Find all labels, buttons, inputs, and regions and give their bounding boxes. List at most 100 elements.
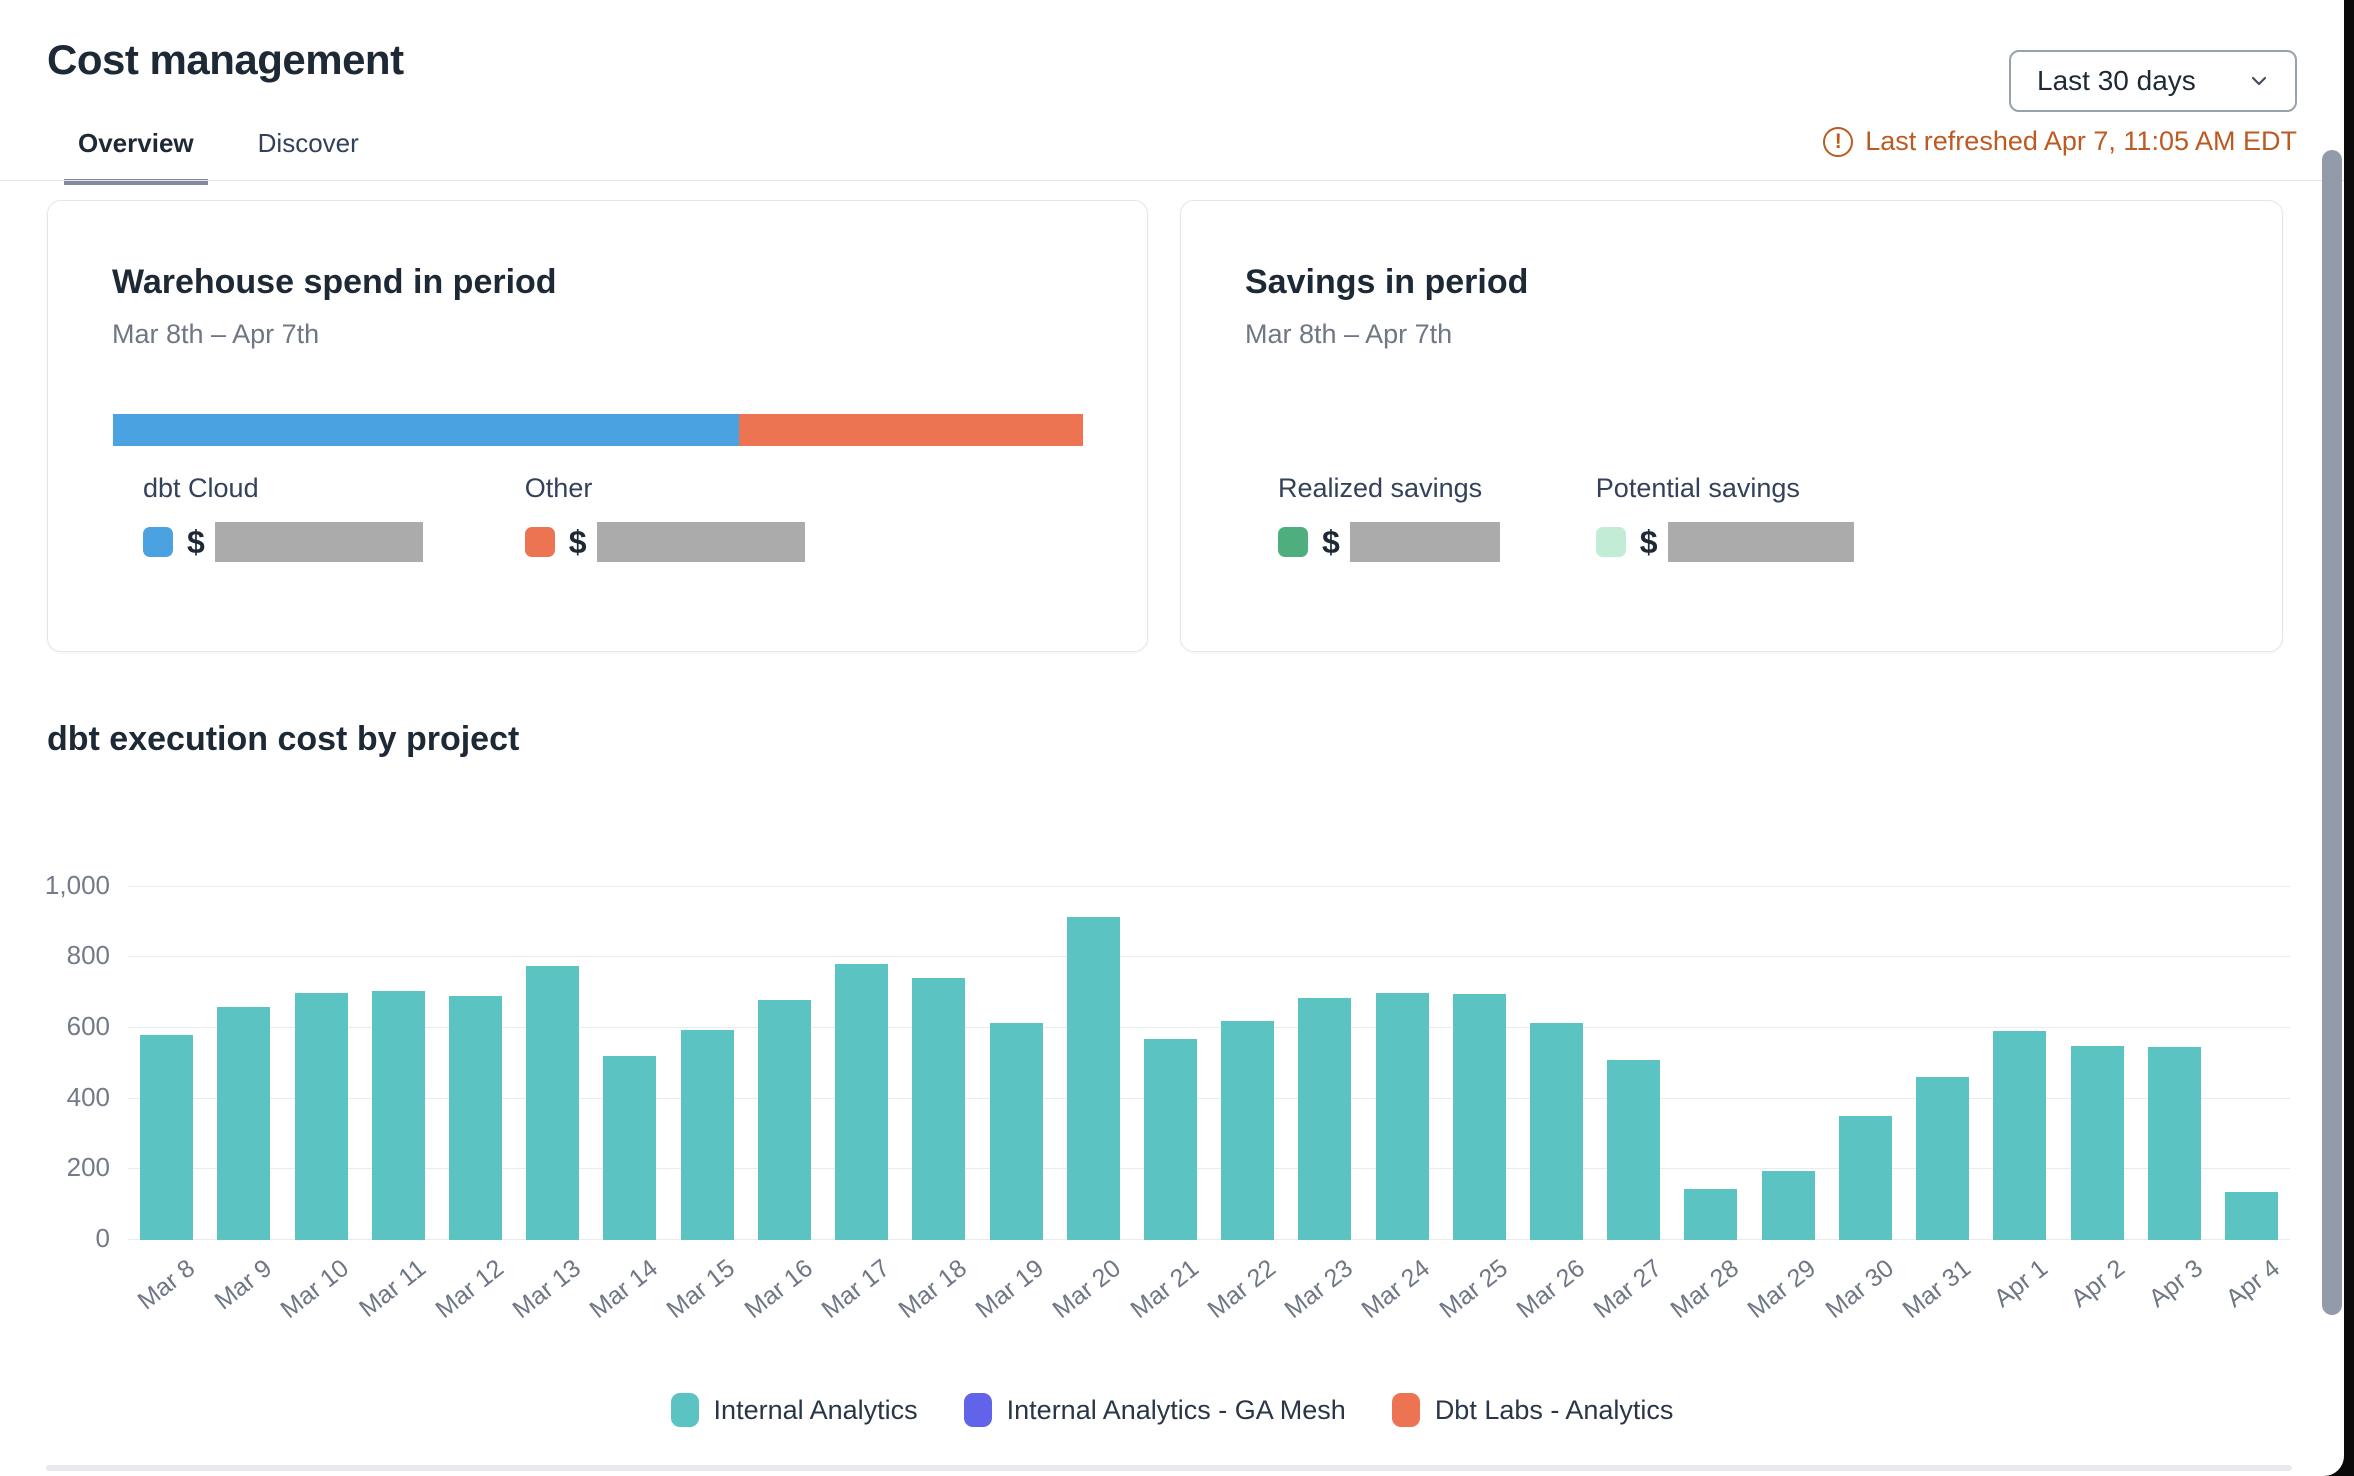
x-tick-label: Mar 30 xyxy=(1820,1254,1899,1324)
bar-slot xyxy=(1286,870,1363,1240)
bar-mar-9[interactable] xyxy=(217,1007,271,1240)
x-tick: Mar 28 xyxy=(1666,1246,1749,1376)
bar-apr-1[interactable] xyxy=(1993,1031,2047,1240)
bar-mar-15[interactable] xyxy=(680,1030,734,1240)
x-tick: Mar 24 xyxy=(1357,1246,1441,1376)
bar-mar-28[interactable] xyxy=(1684,1189,1738,1240)
x-tick: Mar 15 xyxy=(662,1246,746,1376)
bar-mar-11[interactable] xyxy=(371,991,425,1240)
redacted-value xyxy=(1349,522,1500,562)
x-tick: Apr 4 xyxy=(2213,1246,2290,1376)
bar-slot xyxy=(1981,870,2058,1240)
bar-mar-25[interactable] xyxy=(1452,994,1506,1240)
x-tick: Mar 18 xyxy=(893,1246,977,1376)
x-tick-label: Apr 3 xyxy=(2143,1254,2208,1313)
spend-bar-dbt-cloud-segment xyxy=(113,414,739,446)
bar-mar-30[interactable] xyxy=(1838,1116,1892,1240)
bar-apr-2[interactable] xyxy=(2070,1046,2124,1240)
x-tick: Mar 22 xyxy=(1202,1246,1286,1376)
warehouse-spend-period: Mar 8th – Apr 7th xyxy=(112,319,320,349)
bar-slot xyxy=(514,870,591,1240)
bar-apr-4[interactable] xyxy=(2225,1192,2279,1240)
gridline-0 xyxy=(128,1239,2290,1240)
bar-slot xyxy=(1441,870,1518,1240)
legend-item-internal-analytics-ga-mesh[interactable]: Internal Analytics - GA Mesh xyxy=(963,1393,1346,1427)
x-tick-label: Mar 21 xyxy=(1125,1254,1204,1324)
x-tick-label: Mar 25 xyxy=(1434,1254,1513,1324)
legend-swatch xyxy=(963,1393,992,1427)
bar-mar-29[interactable] xyxy=(1761,1171,1815,1240)
bar-mar-23[interactable] xyxy=(1298,998,1352,1240)
bar-mar-12[interactable] xyxy=(448,996,502,1240)
bar-slot xyxy=(2058,870,2135,1240)
x-tick-label: Mar 29 xyxy=(1742,1254,1822,1324)
date-range-select[interactable]: Last 30 days xyxy=(2009,50,2297,112)
x-tick-label: Mar 18 xyxy=(893,1254,973,1324)
x-tick-label: Mar 16 xyxy=(739,1254,818,1324)
bar-mar-27[interactable] xyxy=(1607,1060,1661,1240)
bar-mar-20[interactable] xyxy=(1066,917,1120,1240)
bar-mar-16[interactable] xyxy=(757,1000,811,1240)
currency-symbol: $ xyxy=(187,523,205,560)
bar-mar-31[interactable] xyxy=(1916,1077,1970,1240)
spend-legend-dbt-cloud: dbt Cloud $ xyxy=(143,473,423,562)
legend-item-internal-analytics[interactable]: Internal Analytics xyxy=(670,1393,918,1427)
currency-symbol: $ xyxy=(1639,523,1658,560)
savings-period: Mar 8th – Apr 7th xyxy=(1245,319,1453,349)
bar-mar-13[interactable] xyxy=(526,966,580,1240)
tab-overview[interactable]: Overview xyxy=(64,128,208,185)
bar-mar-14[interactable] xyxy=(603,1056,657,1240)
chart-x-axis: Mar 8 Mar 9 Mar 10 Mar 11 Mar 12 Mar 13 Mar 14… xyxy=(128,1246,2290,1376)
gridline-1000 xyxy=(128,885,2290,887)
bar-mar-10[interactable] xyxy=(294,993,348,1240)
spend-bar-other-segment xyxy=(738,414,1083,446)
bar-mar-19[interactable] xyxy=(989,1023,1043,1240)
warehouse-spend-card: Warehouse spend in period Mar 8th – Apr … xyxy=(47,200,1148,652)
bar-slot xyxy=(746,870,823,1240)
bar-mar-18[interactable] xyxy=(912,978,966,1240)
other-swatch xyxy=(524,527,555,557)
tab-discover[interactable]: Discover xyxy=(257,128,359,158)
bar-mar-24[interactable] xyxy=(1375,993,1429,1240)
x-tick-label: Mar 9 xyxy=(209,1254,278,1316)
bar-mar-26[interactable] xyxy=(1530,1023,1584,1240)
savings-legend: Realized savings $ Potential savings $ xyxy=(1278,473,1854,562)
chart-y-axis: 0 200 400 600 800 1,000 xyxy=(20,870,110,1254)
bar-mar-21[interactable] xyxy=(1143,1039,1197,1240)
bar-slot xyxy=(823,870,900,1240)
x-tick: Mar 30 xyxy=(1820,1246,1904,1376)
currency-symbol: $ xyxy=(1322,523,1340,560)
x-tick: Mar 11 xyxy=(354,1246,437,1376)
bar-slot xyxy=(128,870,205,1240)
chart-bars xyxy=(128,870,2290,1240)
bar-slot xyxy=(360,870,437,1240)
tab-bar: Overview Discover xyxy=(64,128,359,185)
redacted-value xyxy=(596,522,805,562)
legend-label: Internal Analytics xyxy=(713,1394,918,1425)
x-tick-label: Mar 15 xyxy=(661,1254,741,1324)
legend-label: Dbt Labs - Analytics xyxy=(1434,1394,1674,1425)
x-tick-label: Mar 24 xyxy=(1356,1254,1436,1324)
x-tick-label: Mar 19 xyxy=(970,1254,1050,1324)
x-tick-label: Mar 8 xyxy=(132,1254,200,1316)
x-tick-label: Mar 22 xyxy=(1202,1254,1281,1324)
horizontal-scrollbar-track[interactable] xyxy=(46,1465,2292,1471)
x-tick-label: Mar 23 xyxy=(1279,1254,1359,1324)
gridline-600 xyxy=(128,1026,2290,1028)
date-range-value: Last 30 days xyxy=(2037,65,2196,96)
x-tick: Mar 26 xyxy=(1511,1246,1595,1376)
y-tick-label: 600 xyxy=(66,1010,110,1041)
bar-mar-22[interactable] xyxy=(1221,1021,1275,1240)
legend-item-dbt-labs-analytics[interactable]: Dbt Labs - Analytics xyxy=(1391,1393,1674,1427)
bar-apr-3[interactable] xyxy=(2147,1047,2201,1240)
x-tick: Mar 23 xyxy=(1280,1246,1363,1376)
savings-card: Savings in period Mar 8th – Apr 7th Real… xyxy=(1180,200,2283,652)
x-tick-label: Mar 10 xyxy=(275,1254,355,1324)
vertical-scrollbar[interactable] xyxy=(2322,150,2342,1315)
x-tick-label: Apr 1 xyxy=(1988,1254,2054,1313)
spend-stacked-bar xyxy=(113,414,1083,446)
bar-mar-17[interactable] xyxy=(835,964,889,1240)
y-tick-label: 200 xyxy=(66,1152,110,1183)
bar-mar-8[interactable] xyxy=(140,1035,194,1240)
warehouse-spend-title: Warehouse spend in period xyxy=(112,263,557,301)
